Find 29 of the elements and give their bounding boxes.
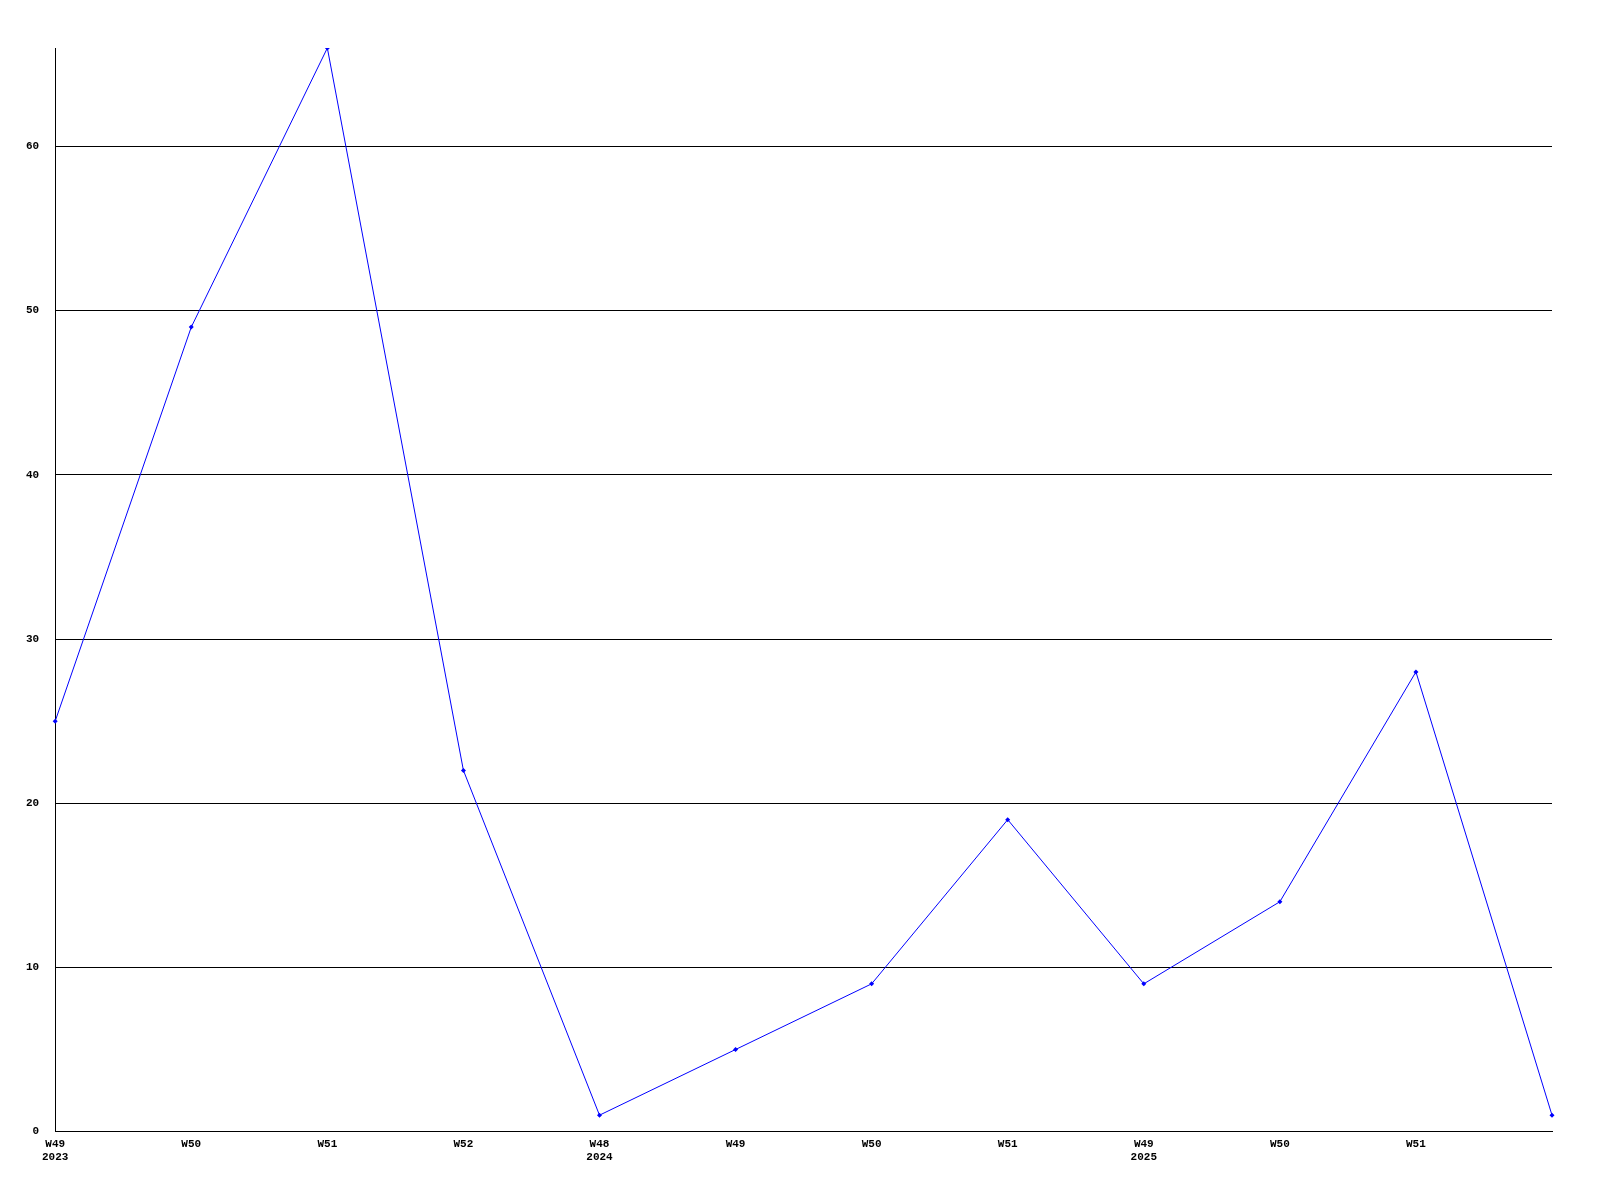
point: [733, 1047, 739, 1053]
y-tick-label: 0: [32, 1125, 40, 1138]
point: [596, 1112, 602, 1118]
x-tick-label: W49: [725, 1137, 746, 1150]
y-tick-label: 50: [26, 304, 40, 317]
y-tick-label: 30: [26, 632, 40, 645]
x-tick-label: W50: [181, 1137, 202, 1150]
point: [1005, 817, 1011, 823]
y-tick-label: 10: [26, 961, 40, 974]
point: [1413, 669, 1419, 675]
y-tick-label: 20: [26, 797, 40, 809]
x-tick-label: W51: [1406, 1137, 1427, 1150]
y-tick-label: 60: [26, 140, 40, 153]
x-tick-label: W49 2025: [1130, 1137, 1158, 1164]
x-tick-label: W50: [1269, 1137, 1290, 1150]
point: [1549, 1112, 1555, 1118]
x-tick-label: W52: [453, 1137, 474, 1150]
x-tick-label: W49 2023: [42, 1137, 69, 1164]
x-tick-label: W50: [861, 1137, 882, 1150]
point: [1141, 981, 1147, 987]
x-tick-label: W48 2024: [586, 1137, 614, 1164]
point: [1277, 899, 1283, 905]
x-tick-label: W51: [997, 1137, 1019, 1150]
point: [869, 981, 875, 987]
x-tick-label: W51: [317, 1137, 338, 1150]
y-tick-label: 40: [26, 468, 40, 481]
point: [52, 718, 58, 724]
point: [188, 324, 194, 330]
point: [460, 767, 466, 773]
